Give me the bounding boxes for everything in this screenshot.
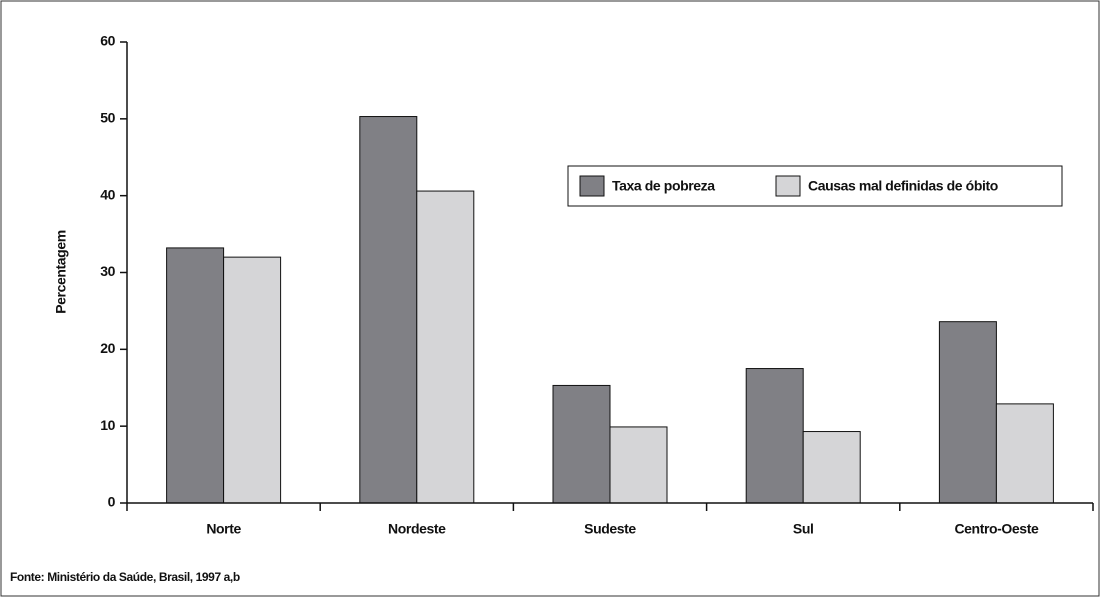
y-tick-label: 10 <box>100 417 115 433</box>
bar <box>802 431 861 504</box>
y-tick-label: 30 <box>100 263 115 279</box>
x-tick-label: Nordeste <box>388 521 446 537</box>
bar <box>745 368 804 504</box>
legend-swatch <box>775 175 801 197</box>
y-tick-label: 0 <box>108 494 116 510</box>
y-tick-label: 50 <box>100 110 115 126</box>
source-note: Fonte: Ministério da Saúde, Brasil, 1997… <box>10 570 240 584</box>
x-tick-label: Centro-Oeste <box>954 521 1038 537</box>
bar <box>938 321 997 504</box>
y-tick-label: 40 <box>100 186 115 202</box>
bar <box>166 247 225 504</box>
bar <box>552 384 611 504</box>
legend-label: Causas mal definidas de óbito <box>808 178 998 194</box>
bar <box>416 190 475 504</box>
bar <box>995 403 1054 504</box>
x-tick-label: Sul <box>793 521 814 537</box>
bar <box>359 116 418 504</box>
y-tick-label: 60 <box>100 33 115 49</box>
y-axis-label: Percentagem <box>53 230 69 314</box>
y-tick-label: 20 <box>100 340 115 356</box>
legend-box <box>567 165 1063 207</box>
bar <box>223 256 282 504</box>
x-tick-label: Norte <box>206 521 241 537</box>
legend-swatch <box>579 175 605 197</box>
legend-label: Taxa de pobreza <box>612 178 715 194</box>
x-tick-label: Sudeste <box>584 521 636 537</box>
bar <box>609 426 668 504</box>
